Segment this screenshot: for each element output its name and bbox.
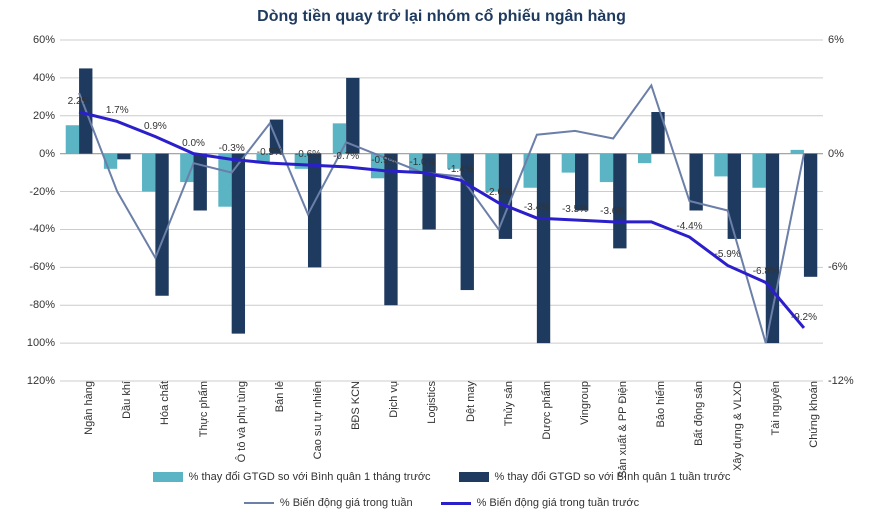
y-left-tick: -60% bbox=[5, 261, 55, 273]
x-category-label: BĐS KCN bbox=[350, 381, 362, 430]
x-category-label: Dược phẩm bbox=[541, 381, 553, 440]
legend: % thay đổi GTGD so với Bình quân 1 tháng… bbox=[60, 471, 823, 509]
y-axis-right: 6%0%-6%-12% bbox=[828, 40, 878, 381]
y-left-tick: 20% bbox=[5, 110, 55, 122]
legend-swatch-bar2 bbox=[459, 472, 489, 482]
data-label: -5.9% bbox=[715, 249, 741, 260]
plot-area: 2.2% 1.7% 0.9% 0.0% -0.3% -0.5% -0.6% -0.7% -0.9… bbox=[60, 40, 823, 381]
y-right-tick: -6% bbox=[828, 261, 878, 273]
legend-swatch-line1 bbox=[244, 502, 274, 504]
data-label: -0.5% bbox=[257, 147, 283, 158]
x-category-label: Bất động sản bbox=[693, 381, 705, 446]
chart-container: Dòng tiền quay trở lại nhóm cổ phiếu ngâ… bbox=[0, 0, 883, 511]
data-label: 2.2% bbox=[68, 96, 91, 107]
chart-title: Dòng tiền quay trở lại nhóm cổ phiếu ngâ… bbox=[0, 8, 883, 26]
legend-swatch-line2 bbox=[441, 502, 471, 505]
data-label: 0.0% bbox=[182, 138, 205, 149]
legend-item-line2: % Biến động giá trong tuần trước bbox=[441, 497, 640, 509]
legend-label-bar1: % thay đổi GTGD so với Bình quân 1 tháng… bbox=[189, 471, 431, 483]
y-left-tick: 0% bbox=[5, 148, 55, 160]
data-label: 0.9% bbox=[144, 121, 167, 132]
data-label: -6.8% bbox=[753, 266, 779, 277]
y-right-tick: 6% bbox=[828, 34, 878, 46]
legend-label-bar2: % thay đổi GTGD so với Bình quân 1 tuần … bbox=[495, 471, 731, 483]
data-label: -9.2% bbox=[791, 312, 817, 323]
data-label: -1.4% bbox=[448, 164, 474, 175]
y-left-tick: -80% bbox=[5, 299, 55, 311]
data-label: -0.3% bbox=[219, 143, 245, 154]
x-category-label: Ngân hàng bbox=[83, 381, 95, 435]
x-category-label: Ô tô và phụ tùng bbox=[236, 381, 248, 462]
data-label: -0.9% bbox=[371, 155, 397, 166]
x-category-label: Dịch vụ bbox=[388, 381, 400, 418]
data-label: -1.0% bbox=[409, 157, 435, 168]
x-category-label: Thực phẩm bbox=[198, 381, 210, 437]
x-category-label: Sản xuất & PP Điện bbox=[617, 381, 629, 478]
x-category-label: Chứng khoán bbox=[808, 381, 820, 448]
data-label: -2.6% bbox=[486, 187, 512, 198]
y-right-tick: 0% bbox=[828, 148, 878, 160]
x-category-label: Dầu khí bbox=[121, 381, 133, 419]
y-left-tick: 120% bbox=[5, 375, 55, 387]
data-label: -0.6% bbox=[295, 149, 321, 160]
x-axis-labels: Ngân hàng Dầu khí Hóa chất Thực phẩm Ô tô và… bbox=[60, 381, 823, 471]
data-label: -4.4% bbox=[676, 221, 702, 232]
data-label: -0.7% bbox=[333, 151, 359, 162]
x-category-label: Bán lẻ bbox=[274, 381, 286, 412]
data-label: -3.5% bbox=[562, 204, 588, 215]
legend-label-line2: % Biến động giá trong tuần trước bbox=[477, 497, 640, 509]
y-axis-left: 60%40%20%0%-20%-40%-60%-80%100%120% bbox=[5, 40, 55, 381]
x-category-label: Bảo hiểm bbox=[655, 381, 667, 427]
y-right-tick: -12% bbox=[828, 375, 878, 387]
x-category-label: Logistics bbox=[426, 381, 438, 424]
y-left-tick: 40% bbox=[5, 72, 55, 84]
data-label: -3.4% bbox=[524, 202, 550, 213]
data-label: 1.7% bbox=[106, 105, 129, 116]
legend-label-line1: % Biến động giá trong tuần bbox=[280, 497, 413, 509]
y-left-tick: -40% bbox=[5, 223, 55, 235]
x-category-label: Thủy sản bbox=[503, 381, 515, 426]
legend-item-bar2: % thay đổi GTGD so với Bình quân 1 tuần … bbox=[459, 471, 731, 483]
data-labels-layer: 2.2% 1.7% 0.9% 0.0% -0.3% -0.5% -0.6% -0.7% -0.9… bbox=[60, 40, 823, 381]
x-category-label: Xây dựng & VLXD bbox=[732, 381, 744, 471]
y-left-tick: 100% bbox=[5, 337, 55, 349]
legend-item-bar1: % thay đổi GTGD so với Bình quân 1 tháng… bbox=[153, 471, 431, 483]
y-left-tick: -20% bbox=[5, 186, 55, 198]
x-category-label: Tài nguyên bbox=[770, 381, 782, 435]
data-label: -3.6% bbox=[600, 206, 626, 217]
legend-item-line1: % Biến động giá trong tuần bbox=[244, 497, 413, 509]
y-left-tick: 60% bbox=[5, 34, 55, 46]
x-category-label: Cao su tự nhiên bbox=[312, 381, 324, 459]
x-category-label: Vingroup bbox=[579, 381, 591, 425]
x-category-label: Hóa chất bbox=[159, 381, 171, 425]
x-category-label: Dệt may bbox=[465, 381, 477, 422]
legend-swatch-bar1 bbox=[153, 472, 183, 482]
